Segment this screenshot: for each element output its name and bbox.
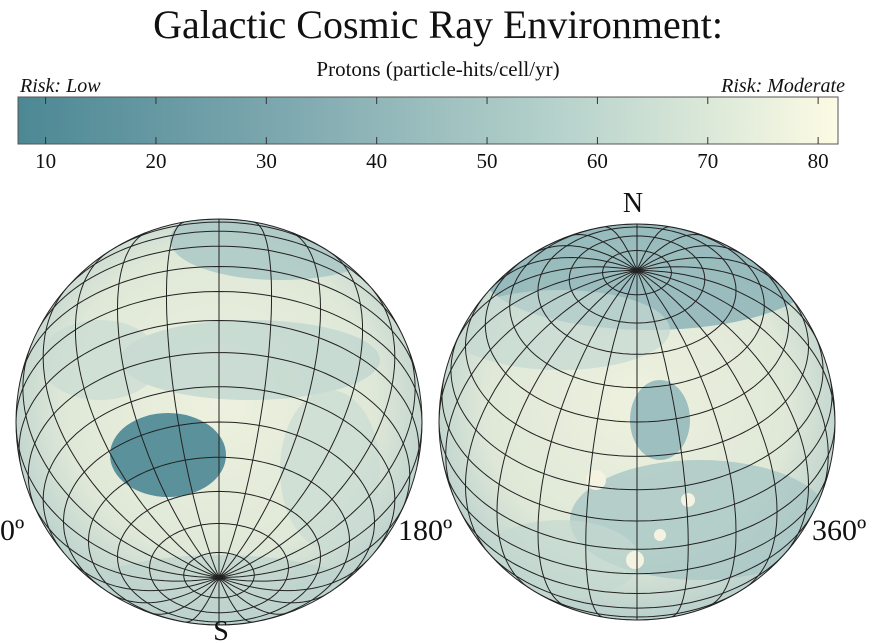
risk-low-label: Risk: Low [19,75,101,97]
tick-label: 10 [35,149,56,173]
tick-label: 70 [697,149,718,173]
subtitle: Protons (particle-hits/cell/yr) [316,57,559,81]
lon-0-label: 0º [0,514,24,547]
tick-label: 40 [366,149,387,173]
tick-label: 60 [587,149,608,173]
north-label: N [623,188,643,219]
risk-high-label: Risk: Moderate [720,75,845,97]
tick-label: 20 [145,149,166,173]
tick-label: 30 [256,149,277,173]
tick-label: 80 [808,149,829,173]
tick-label: 50 [477,149,498,173]
title: Galactic Cosmic Ray Environment: [153,2,723,47]
figure: Galactic Cosmic Ray Environment: Protons… [0,0,877,643]
south-label: S [213,616,229,643]
colorbar [18,97,838,144]
lon-180-label: 180º [398,514,452,547]
lon-360-label: 360º [812,514,866,547]
